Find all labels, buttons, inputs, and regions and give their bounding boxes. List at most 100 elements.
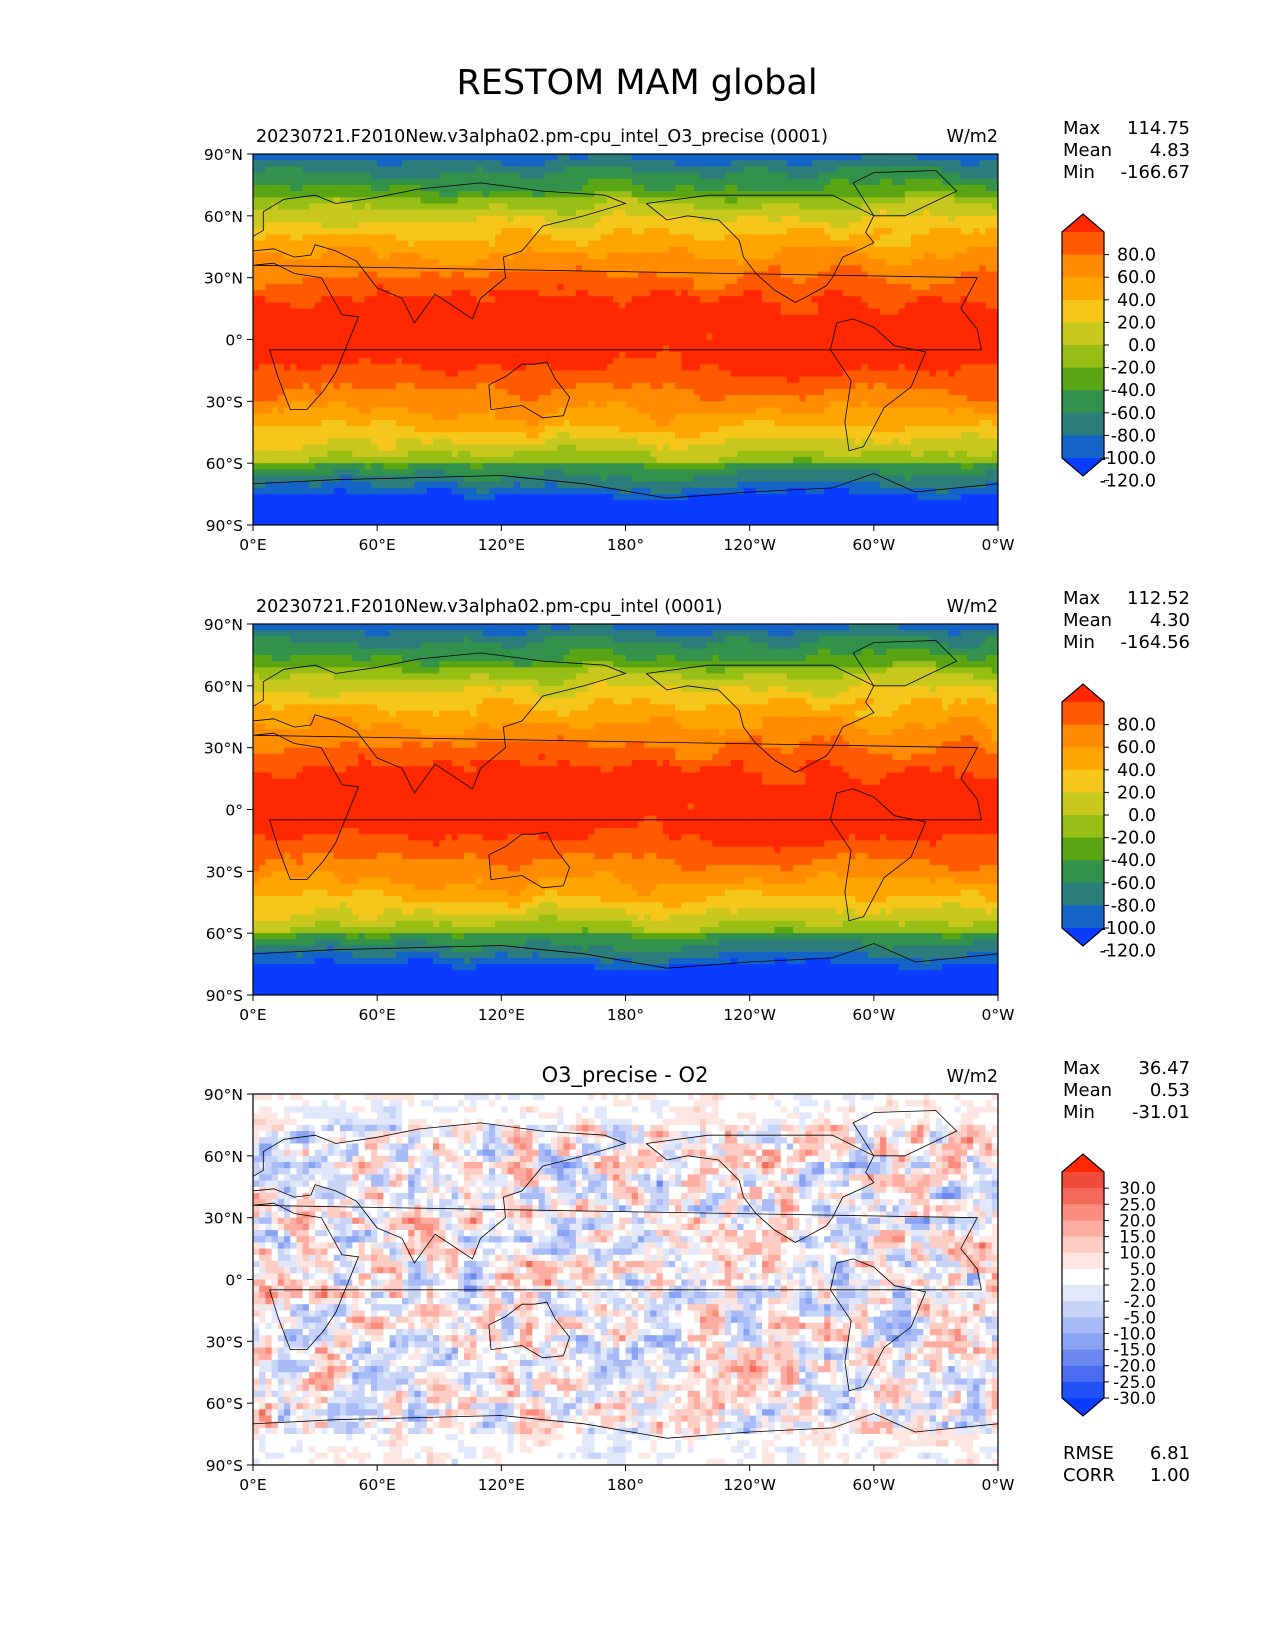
field-cell <box>315 265 322 273</box>
field-cell <box>985 259 993 266</box>
field-cell <box>277 160 285 167</box>
field-cell <box>321 401 329 409</box>
field-cell <box>588 283 596 291</box>
field-cell <box>339 407 347 415</box>
field-cell <box>842 154 850 161</box>
field-cell <box>973 290 980 297</box>
field-cell <box>526 327 533 334</box>
field-cell <box>358 339 366 347</box>
field-cell <box>296 178 304 186</box>
field-cell <box>724 154 732 161</box>
field-cell <box>923 395 931 402</box>
field-cell <box>935 222 943 229</box>
field-cell <box>743 234 751 242</box>
field-cell <box>315 376 322 384</box>
field-cell <box>631 277 639 285</box>
field-cell <box>476 364 484 372</box>
field-cell <box>662 191 670 198</box>
field-cell <box>737 191 745 198</box>
field-cell <box>588 333 596 341</box>
field-cell <box>935 308 943 316</box>
field-cell <box>582 308 589 316</box>
field-cell <box>631 382 639 390</box>
field-cell <box>551 222 558 229</box>
field-cell <box>544 265 552 273</box>
field-cell <box>942 259 949 266</box>
field-cell <box>290 222 298 229</box>
field-cell <box>526 203 533 211</box>
field-cell <box>445 296 453 303</box>
field-cell <box>681 252 689 260</box>
field-cell <box>631 246 639 254</box>
field-cell <box>867 197 875 205</box>
field-cell <box>470 407 478 415</box>
field-cell <box>563 351 571 359</box>
field-cell <box>284 240 291 248</box>
field-cell <box>308 265 316 273</box>
field-cell <box>966 197 974 205</box>
field-cell <box>501 358 509 365</box>
field-cell <box>464 228 471 235</box>
field-cell <box>824 308 831 316</box>
field-cell <box>457 215 465 223</box>
field-cell <box>886 277 894 285</box>
field-cell <box>960 259 968 266</box>
field-cell <box>613 215 620 223</box>
field-cell <box>886 308 894 316</box>
field-cell <box>321 184 329 192</box>
field-cell <box>793 345 800 353</box>
field-cell <box>476 351 484 359</box>
field-cell <box>383 259 391 266</box>
field-cell <box>290 339 298 347</box>
field-cell <box>513 302 521 310</box>
field-cell <box>786 240 794 248</box>
field-cell <box>569 172 577 180</box>
field-cell <box>414 259 422 266</box>
field-cell <box>476 166 484 174</box>
field-cell <box>731 370 738 378</box>
field-cell <box>849 327 856 334</box>
field-cell <box>370 407 378 415</box>
field-cell <box>321 191 329 198</box>
field-cell <box>557 376 565 384</box>
field-cell <box>290 358 298 365</box>
field-cell <box>594 178 602 186</box>
field-cell <box>259 308 267 316</box>
field-cell <box>780 327 788 334</box>
field-cell <box>718 302 726 310</box>
field-cell <box>662 277 670 285</box>
field-cell <box>911 290 918 297</box>
field-cell <box>873 314 881 322</box>
field-cell <box>811 345 819 353</box>
field-cell <box>426 203 434 211</box>
field-cell <box>898 222 906 229</box>
field-cell <box>377 302 384 310</box>
field-cell <box>259 209 267 217</box>
field-cell <box>253 197 260 205</box>
field-cell <box>886 358 894 365</box>
field-cell <box>302 228 310 235</box>
field-cell <box>904 166 912 174</box>
field-cell <box>277 246 285 254</box>
field-cell <box>650 308 658 316</box>
field-cell <box>265 191 273 198</box>
field-cell <box>911 228 918 235</box>
field-cell <box>793 370 800 378</box>
field-cell <box>681 271 689 279</box>
field-cell <box>991 308 998 316</box>
field-cell <box>383 166 391 174</box>
field-cell <box>544 240 552 248</box>
field-cell <box>451 228 459 235</box>
field-cell <box>532 376 540 384</box>
field-cell <box>849 382 856 390</box>
field-cell <box>849 345 856 353</box>
field-cell <box>842 222 850 229</box>
field-cell <box>457 407 465 415</box>
field-cell <box>817 358 825 365</box>
field-cell <box>849 203 856 211</box>
field-cell <box>886 364 894 372</box>
field-cell <box>768 172 776 180</box>
field-cell <box>470 320 478 328</box>
field-cell <box>507 154 515 161</box>
field-cell <box>389 283 397 291</box>
